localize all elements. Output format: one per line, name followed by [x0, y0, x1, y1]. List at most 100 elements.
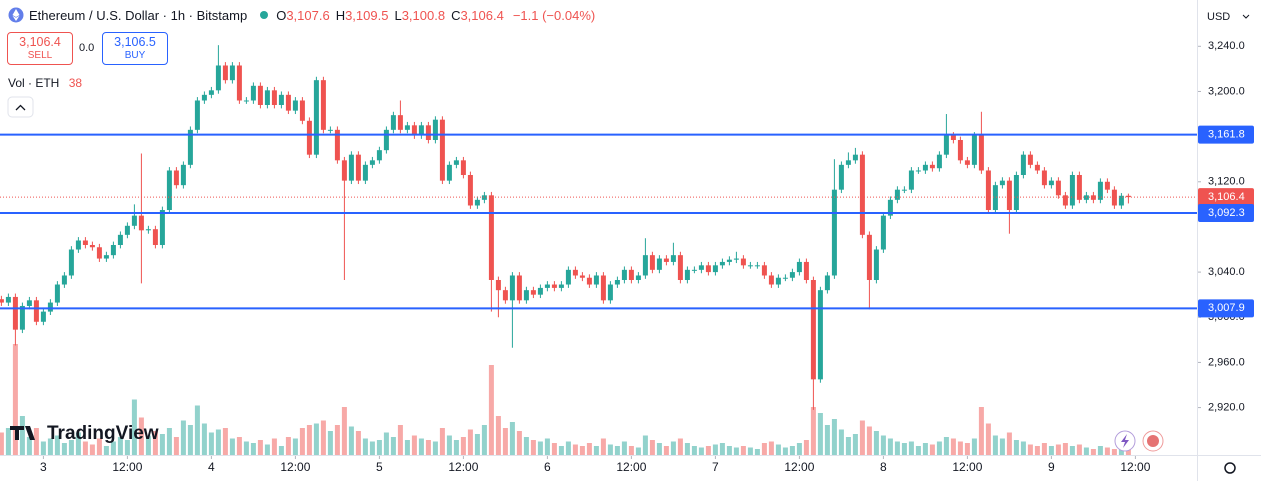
candle-body — [306, 120, 312, 155]
buy-label[interactable]: BUY — [124, 50, 146, 61]
volume-bar — [782, 447, 788, 455]
horizontal-line-label: 3,161.8 — [1208, 128, 1245, 140]
candle-body — [467, 175, 473, 206]
candle-body — [530, 290, 536, 295]
candle-body — [544, 284, 550, 288]
candle-body — [971, 135, 977, 165]
candle-body — [607, 284, 613, 301]
candle-body — [341, 160, 347, 181]
candle-body — [684, 269, 690, 280]
volume-bar — [936, 441, 942, 455]
volume-bar — [1069, 446, 1075, 455]
volume-bar — [530, 440, 536, 455]
candle-body — [166, 170, 172, 210]
candle-body — [425, 125, 431, 140]
spread: 0.0 — [79, 42, 95, 54]
horizontal-line-badge — [1198, 299, 1254, 318]
volume-bar — [810, 407, 816, 455]
volume-bar — [1125, 449, 1131, 455]
candle-body — [460, 160, 466, 175]
volume-bar — [691, 446, 697, 455]
volume-bar — [880, 435, 886, 455]
volume-bar — [250, 443, 256, 455]
candle-body — [96, 247, 102, 259]
settings-icon[interactable] — [1224, 462, 1236, 474]
candle-body — [565, 269, 571, 285]
volume-bar — [117, 437, 123, 455]
candle-body — [985, 170, 991, 210]
sell-price[interactable]: 3,106.4 — [19, 35, 61, 49]
candle-body — [89, 245, 95, 248]
x-tick-label: 4 — [208, 460, 215, 474]
volume-bar — [971, 438, 977, 455]
candle-body — [61, 275, 67, 285]
candle-body — [418, 125, 424, 136]
volume-bar — [677, 438, 683, 455]
candle-body — [614, 280, 620, 285]
candle-body — [376, 150, 382, 161]
candle-body — [929, 164, 935, 169]
volume-bar — [180, 420, 186, 455]
volume-bar — [152, 431, 158, 455]
volume-bar — [320, 420, 326, 455]
candle-body — [740, 258, 746, 266]
candle-body — [1048, 180, 1054, 186]
candle-body — [250, 85, 256, 101]
currency[interactable]: USD — [1207, 11, 1230, 23]
volume-bar — [19, 416, 25, 455]
candle-body — [264, 90, 270, 105]
buy-button[interactable]: 3,106.5 BUY — [102, 32, 168, 65]
candle-body — [82, 240, 88, 245]
candle-body — [1041, 170, 1047, 186]
volume-bar — [453, 440, 459, 455]
y-tick-label: 2,960.0 — [1208, 356, 1245, 368]
candle-body — [397, 115, 403, 130]
volume-bar — [929, 444, 935, 455]
candle-body — [1104, 181, 1110, 190]
candle-body — [782, 277, 788, 279]
volume-bar — [75, 432, 81, 455]
candle-body — [628, 269, 634, 280]
collapse-button[interactable] — [7, 96, 34, 118]
candle-body — [1090, 195, 1096, 200]
volume-bar — [47, 438, 53, 455]
buy-price[interactable]: 3,106.5 — [114, 35, 156, 49]
volume-bar — [1111, 449, 1117, 455]
candle-body — [635, 275, 641, 280]
volume-bar — [817, 413, 823, 455]
volume-bar — [278, 446, 284, 455]
candle-body — [194, 100, 200, 130]
candle-body — [964, 160, 970, 165]
sell-label[interactable]: SELL — [27, 50, 53, 61]
candle-body — [152, 229, 158, 245]
volume-bar — [509, 422, 515, 455]
volume-bar — [824, 425, 830, 455]
candle-body — [761, 265, 767, 276]
candle-body — [999, 180, 1005, 186]
volume-bar — [1048, 446, 1054, 455]
candle-body — [355, 154, 361, 181]
candle-body — [670, 255, 676, 262]
y-tick-label: 3,040.0 — [1208, 266, 1245, 278]
volume-legend: Vol · ETH 38 — [8, 76, 82, 90]
candle-body — [1055, 180, 1061, 196]
candle-body — [1027, 154, 1033, 165]
candle-body — [187, 129, 193, 165]
sell-button[interactable]: 3,106.4 SELL — [7, 32, 73, 65]
volume-bar — [894, 441, 900, 455]
x-tick-label: 3 — [40, 460, 47, 474]
volume-bar — [551, 443, 557, 455]
volume-bar — [0, 432, 4, 455]
candle-body — [278, 94, 284, 105]
volume-bar — [1041, 443, 1047, 455]
volume-bar — [68, 440, 74, 455]
currency-button[interactable] — [1201, 6, 1255, 28]
volume-bar — [271, 438, 277, 455]
volume-bar — [159, 434, 165, 455]
volume-bar — [1055, 444, 1061, 455]
volume-bar — [264, 444, 270, 455]
volume-bar — [348, 426, 354, 455]
volume-bar — [845, 437, 851, 455]
volume-bar — [803, 440, 809, 455]
